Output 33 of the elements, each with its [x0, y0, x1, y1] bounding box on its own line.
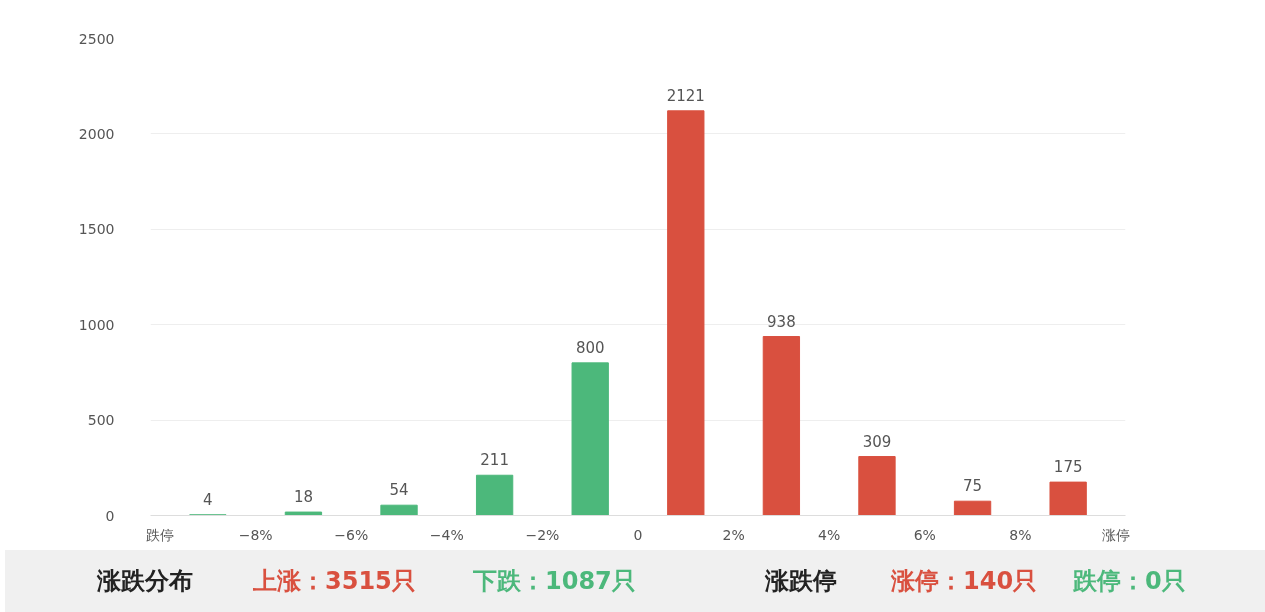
data-label: 54: [389, 481, 409, 500]
data-label: 800: [575, 338, 605, 357]
y-tick-label: 2000: [78, 125, 115, 142]
y-tick-label: 500: [87, 412, 115, 429]
text: 跌停：0只: [1073, 566, 1186, 597]
x-tick-label: −6%: [334, 526, 369, 543]
x-tick-label: −4%: [429, 526, 464, 543]
data-label: 2121: [666, 86, 705, 105]
data-label: 938: [767, 312, 796, 331]
y-tick-label: 1000: [78, 316, 115, 333]
x-tick-label: 0: [633, 526, 643, 543]
x-tick-label: 6%: [913, 526, 936, 543]
x-tick-label: −2%: [525, 526, 560, 543]
x-tick-label: 跌停: [146, 526, 175, 543]
text: 涨跌分布: [97, 566, 193, 597]
data-label: 211: [480, 451, 509, 470]
x-tick-label: −8%: [238, 526, 273, 543]
data-label: 175: [1053, 458, 1083, 477]
x-tick-label: 8%: [1009, 526, 1032, 543]
data-label: 4: [203, 490, 213, 509]
text: 下跌：1087只: [473, 566, 636, 597]
data-label: 18: [293, 488, 313, 507]
y-tick-label: 1500: [78, 221, 115, 238]
y-tick-label: 2500: [78, 30, 115, 47]
y-tick-label: 0: [105, 507, 115, 524]
text: 涨跌停: [765, 566, 837, 597]
text: 上涨：3515只: [253, 566, 416, 597]
data-label: 309: [862, 432, 892, 451]
data-label: 75: [963, 477, 983, 496]
x-tick-label: 4%: [818, 526, 841, 543]
x-tick-label: 2%: [722, 526, 745, 543]
text: 涨停：140只: [891, 566, 1038, 597]
x-tick-label: 涨停: [1101, 526, 1130, 543]
